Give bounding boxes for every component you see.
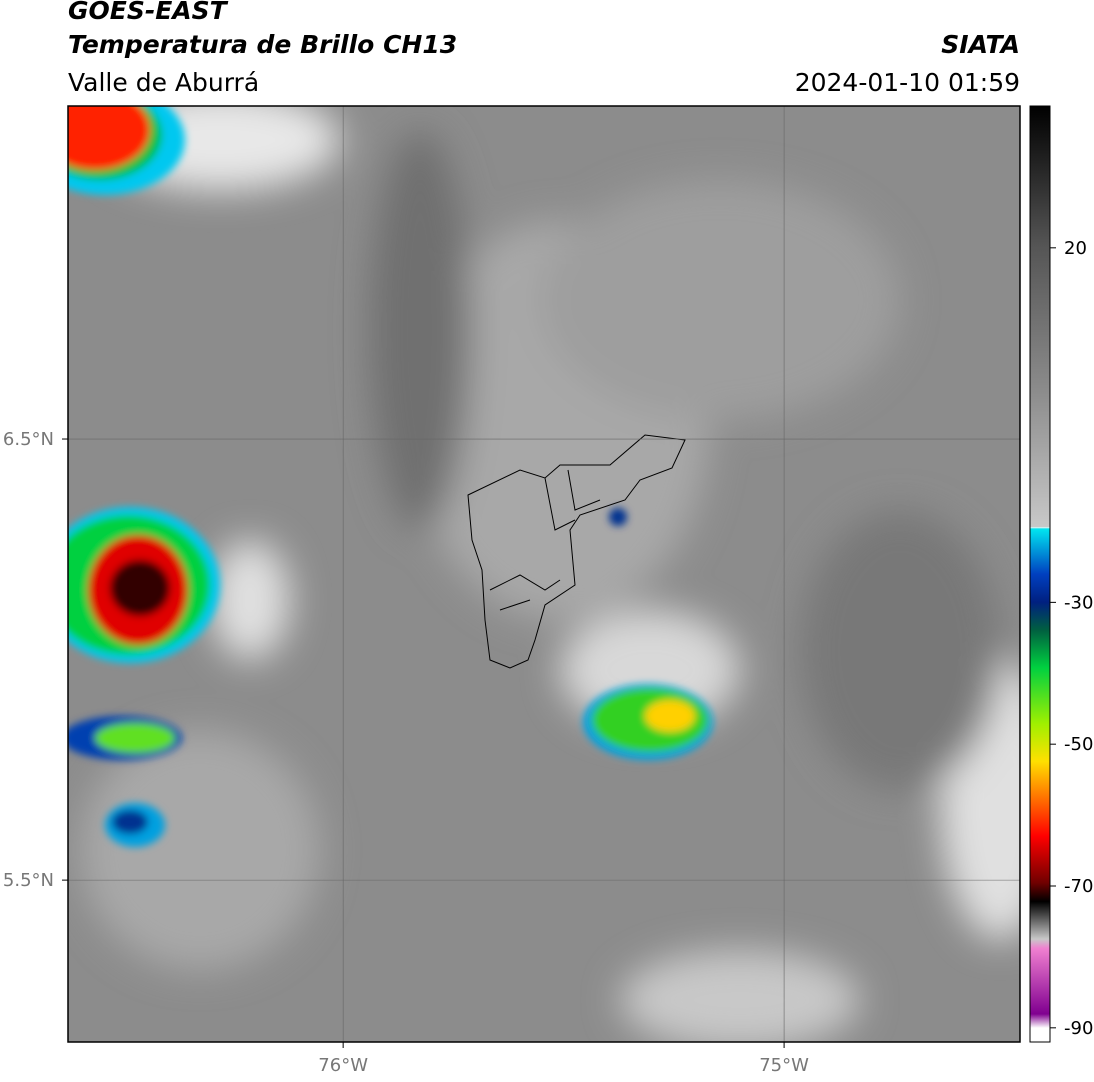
colorbar [1029, 105, 1051, 1043]
municipal-boundaries [467, 434, 686, 669]
colorbar-tick-label: -90 [1064, 1018, 1093, 1039]
colorbar-tick-label: -70 [1064, 876, 1093, 897]
lat-tick-label: 5.5°N [3, 870, 54, 891]
lat-tick-label: 6.5°N [3, 429, 54, 450]
colorbar-tick-label: -30 [1064, 592, 1093, 613]
colorbar-tick-label: -50 [1064, 734, 1093, 755]
title: GOES-EAST [68, 0, 229, 25]
lon-tick-label: 76°W [318, 1055, 368, 1076]
lon-tick-label: 75°W [759, 1055, 809, 1076]
colorbar-tick-label: 20 [1064, 238, 1087, 259]
map-frame [67, 105, 1021, 1043]
satellite-image [68, 106, 1020, 1042]
graticule [68, 106, 1020, 1042]
source: SIATA [941, 30, 1020, 59]
region: Valle de Aburrá [68, 68, 259, 97]
subtitle: Temperatura de Brillo CH13 [68, 30, 457, 59]
datetime: 2024-01-10 01:59 [795, 68, 1020, 97]
